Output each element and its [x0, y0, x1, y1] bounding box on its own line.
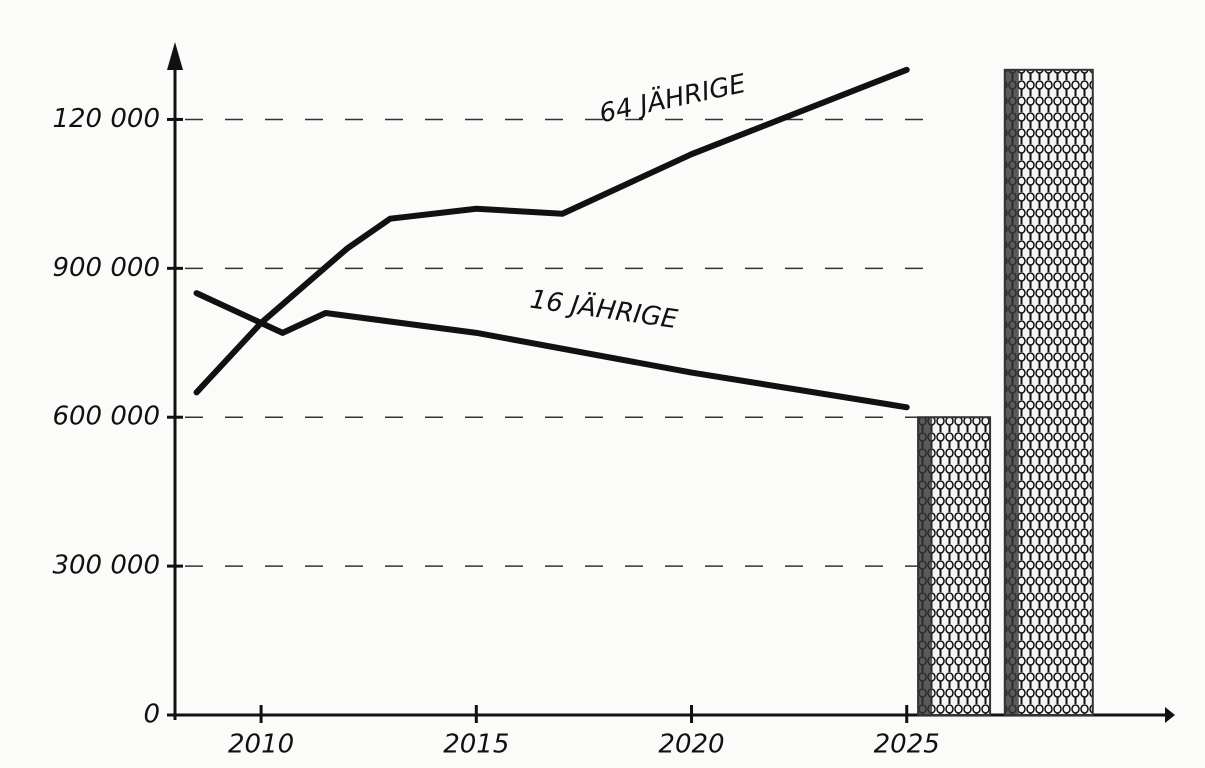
bar — [1003, 68, 1094, 716]
x-axis-arrow — [1165, 707, 1175, 723]
x-tick-label: 2015 — [443, 730, 509, 760]
y-tick-label: 900 000 — [52, 253, 160, 283]
y-tick-label: 600 000 — [52, 402, 160, 432]
line-series — [193, 66, 910, 396]
y-tick-label: 0 — [143, 700, 160, 730]
bar-shade — [918, 417, 933, 715]
bar-shade — [1004, 69, 1019, 715]
series-label: 16 JÄHRIGE — [528, 283, 680, 335]
line-series — [193, 290, 910, 411]
y-tick-label: 120 000 — [52, 104, 160, 134]
y-axis-arrow — [167, 42, 183, 70]
x-tick-label: 2010 — [228, 730, 294, 760]
x-tick-label: 2020 — [658, 730, 724, 760]
x-tick-label: 2025 — [874, 730, 940, 760]
y-tick-label: 300 000 — [52, 551, 160, 581]
